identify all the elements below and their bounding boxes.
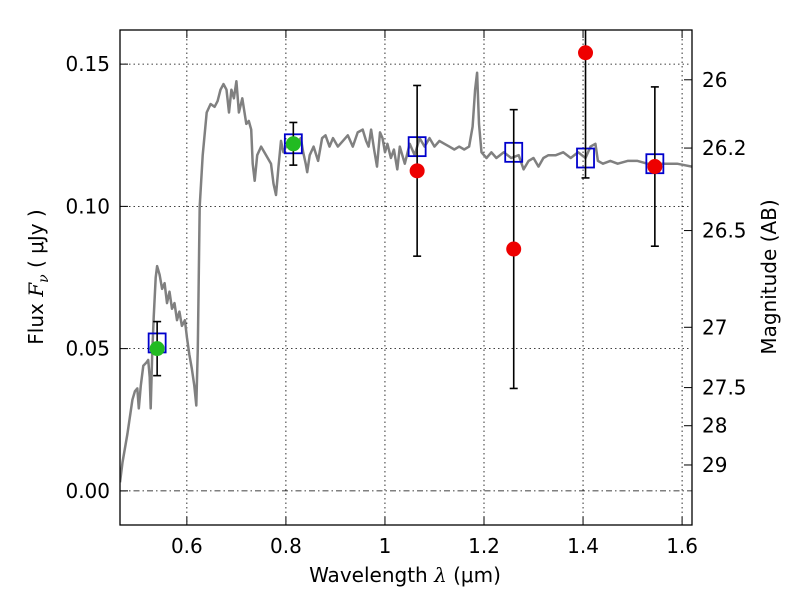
observed-flux-point <box>578 45 594 61</box>
right-tick-label: 26.5 <box>702 219 747 243</box>
right-axis-label: Magnitude (AB) <box>757 199 781 354</box>
x-tick-label: 1.4 <box>567 534 599 558</box>
observed-flux-point <box>506 241 522 257</box>
y-axis-label: Flux Fν ( μJy ) <box>24 209 52 344</box>
x-tick-label: 1 <box>379 534 392 558</box>
ticks: 0.6 0.8 1 1.2 1.4 1.6 0.00 0.05 0.10 0.15 26 26.2 26… <box>65 30 747 558</box>
right-tick-label: 26.2 <box>702 136 747 160</box>
x-tick-label: 0.8 <box>270 534 302 558</box>
x-tick-label: 0.6 <box>171 534 203 558</box>
observed-flux-point <box>149 341 165 357</box>
right-tick-label: 27.5 <box>702 376 747 400</box>
x-axis-label: Wavelength λ (μm) <box>309 563 501 587</box>
right-tick-label: 28 <box>702 414 727 438</box>
grid <box>120 30 692 525</box>
x-tick-label: 1.6 <box>666 534 698 558</box>
observed-flux-point <box>285 136 301 152</box>
right-tick-label: 29 <box>702 453 727 477</box>
right-tick-label: 26 <box>702 68 727 92</box>
y-tick-label: 0.05 <box>65 337 110 361</box>
x-tick-label: 1.2 <box>468 534 500 558</box>
y-tick-label: 0.10 <box>65 194 110 218</box>
plot-frame <box>119 29 693 526</box>
right-tick-label: 27 <box>702 315 727 339</box>
spectrum-line <box>120 71 692 483</box>
observed-flux-point <box>647 159 663 175</box>
y-tick-label: 0.15 <box>65 52 110 76</box>
plot-area <box>120 30 692 483</box>
plot-content <box>120 30 692 483</box>
y-tick-label: 0.00 <box>65 479 110 503</box>
observed-flux-point <box>409 163 425 179</box>
